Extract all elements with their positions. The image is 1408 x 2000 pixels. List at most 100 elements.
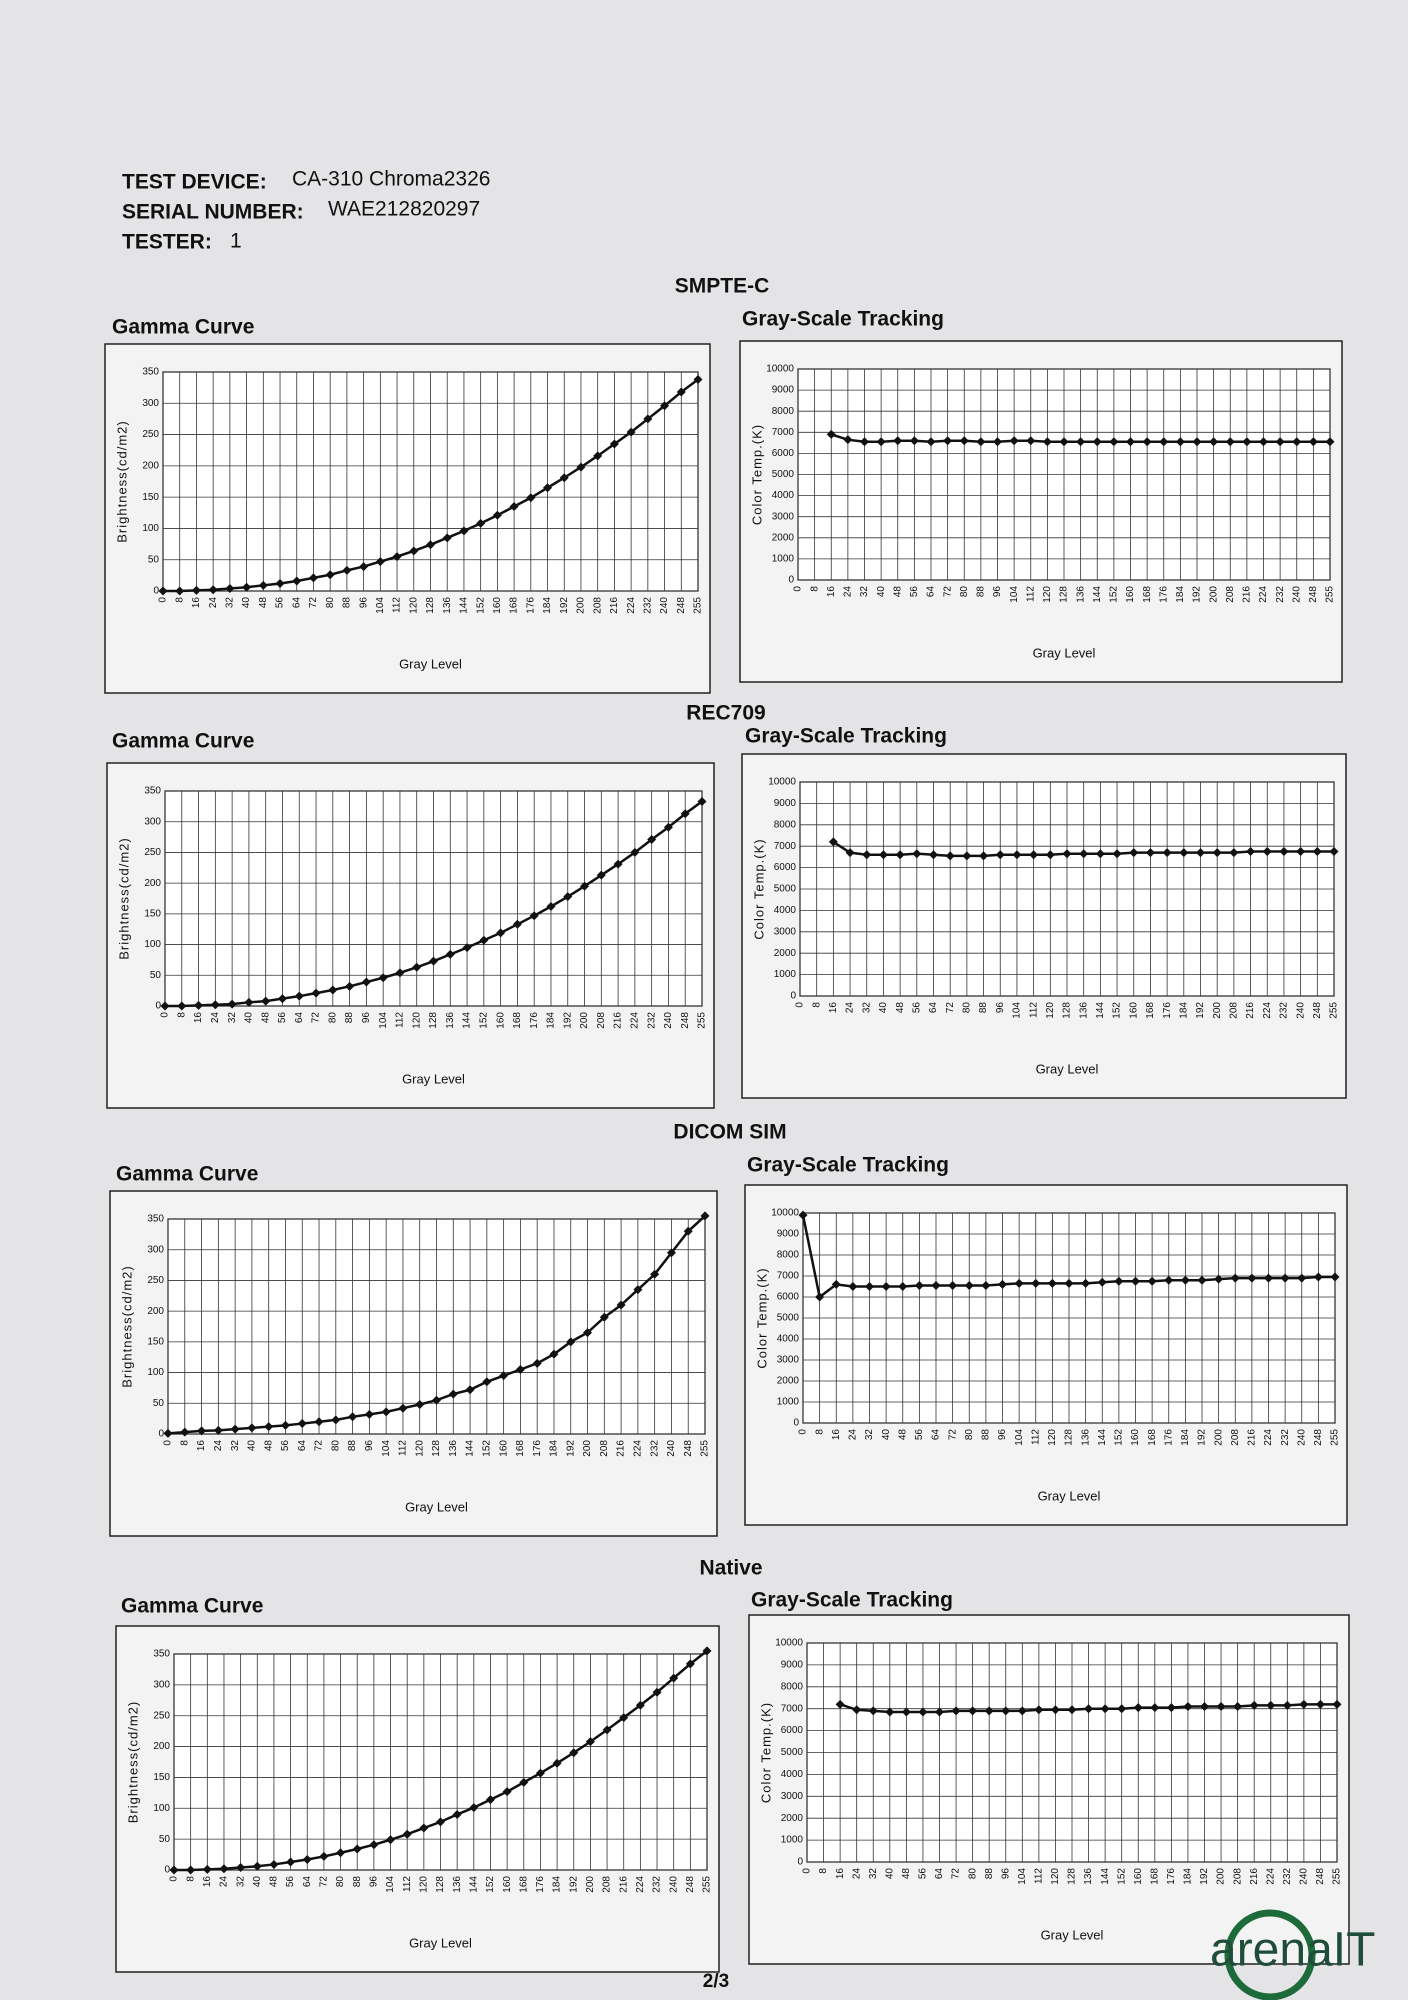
x-tick-label: 176 xyxy=(525,597,536,614)
data-point xyxy=(619,1713,629,1723)
x-tick-label: 248 xyxy=(683,1440,694,1457)
x-tick-label: 48 xyxy=(269,1876,280,1888)
x-tick-label: 112 xyxy=(392,597,403,613)
x-tick-label: 160 xyxy=(1128,1002,1139,1019)
y-tick-label: 3000 xyxy=(774,926,797,937)
data-point xyxy=(1150,1703,1160,1713)
y-tick-label: 50 xyxy=(150,970,162,981)
x-tick-label: 176 xyxy=(535,1876,546,1893)
data-point xyxy=(1142,437,1152,447)
x-tick-label: 56 xyxy=(285,1876,296,1888)
data-point xyxy=(448,1389,458,1399)
data-point xyxy=(1216,1702,1226,1712)
data-point xyxy=(191,585,201,595)
data-point xyxy=(1180,1275,1190,1285)
y-tick-label: 300 xyxy=(153,1679,170,1690)
x-tick-label: 88 xyxy=(984,1868,995,1880)
x-tick-label: 208 xyxy=(1225,586,1236,603)
x-tick-label: 0 xyxy=(802,1868,813,1874)
x-tick-label: 104 xyxy=(378,1012,389,1029)
data-point xyxy=(943,436,953,446)
y-tick-label: 3000 xyxy=(777,1355,800,1366)
data-point xyxy=(1131,1276,1140,1286)
data-point xyxy=(1249,1700,1259,1710)
x-tick-label: 72 xyxy=(314,1440,325,1452)
x-axis-label: Gray Level xyxy=(1041,1927,1104,1942)
x-tick-label: 232 xyxy=(649,1440,660,1457)
x-tick-label: 40 xyxy=(881,1429,892,1441)
x-tick-label: 48 xyxy=(260,1012,271,1024)
x-tick-label: 144 xyxy=(462,1012,473,1029)
data-point xyxy=(395,968,405,978)
x-tick-label: 104 xyxy=(1012,1002,1023,1019)
x-tick-label: 216 xyxy=(618,1876,629,1893)
data-point xyxy=(685,1659,695,1669)
y-tick-label: 6000 xyxy=(777,1292,800,1303)
x-tick-label: 40 xyxy=(878,1002,889,1014)
x-tick-label: 80 xyxy=(335,1876,346,1888)
x-tick-label: 192 xyxy=(565,1440,576,1457)
data-point xyxy=(499,1371,509,1381)
x-tick-label: 160 xyxy=(1133,1868,1144,1885)
data-point xyxy=(1308,437,1318,447)
y-tick-label: 7000 xyxy=(774,841,797,852)
y-tick-label: 10000 xyxy=(775,1638,803,1649)
x-tick-label: 192 xyxy=(1199,1868,1210,1885)
x-tick-label: 0 xyxy=(798,1429,809,1435)
x-axis-label: Gray Level xyxy=(1033,645,1096,660)
data-point xyxy=(895,850,905,860)
y-tick-label: 1000 xyxy=(781,1835,804,1846)
data-point xyxy=(876,437,886,447)
y-tick-label: 100 xyxy=(142,523,159,534)
logo-ring xyxy=(1224,1909,1316,2000)
y-axis-label: Brightness(cd/m2) xyxy=(125,1701,140,1823)
x-tick-label: 64 xyxy=(302,1876,313,1888)
data-point xyxy=(294,991,304,1001)
y-tick-label: 3000 xyxy=(781,1791,804,1802)
y-tick-label: 350 xyxy=(147,1214,164,1225)
data-point xyxy=(984,1706,994,1716)
x-tick-label: 48 xyxy=(263,1440,274,1452)
x-tick-label: 224 xyxy=(1258,586,1269,603)
data-point xyxy=(419,1823,429,1833)
x-tick-label: 200 xyxy=(579,1012,590,1029)
x-tick-label: 152 xyxy=(1112,1002,1123,1019)
x-tick-label: 104 xyxy=(1014,1429,1025,1446)
x-tick-label: 200 xyxy=(1216,1868,1227,1885)
data-point xyxy=(669,1673,679,1683)
y-axis-label: Brightness(cd/m2) xyxy=(119,1265,134,1387)
y-tick-label: 6000 xyxy=(774,862,797,873)
x-tick-label: 200 xyxy=(576,597,587,614)
data-point xyxy=(175,586,185,596)
y-tick-label: 300 xyxy=(147,1244,164,1255)
data-point xyxy=(546,901,556,911)
data-point xyxy=(968,1706,978,1716)
x-tick-label: 64 xyxy=(297,1440,308,1452)
x-tick-label: 120 xyxy=(411,1012,422,1029)
x-tick-label: 80 xyxy=(964,1429,975,1441)
y-tick-label: 6000 xyxy=(781,1725,804,1736)
data-point xyxy=(1001,1706,1011,1716)
data-point xyxy=(1114,1276,1124,1286)
x-tick-label: 192 xyxy=(562,1012,573,1029)
data-point xyxy=(1076,437,1086,447)
data-point xyxy=(626,427,636,437)
x-tick-label: 80 xyxy=(327,1012,338,1024)
data-point xyxy=(1095,849,1105,859)
data-point xyxy=(225,583,235,593)
data-point xyxy=(1159,437,1169,447)
section-title: DICOM SIM xyxy=(673,1121,786,1144)
y-tick-label: 8000 xyxy=(777,1250,800,1261)
data-point xyxy=(202,1864,212,1874)
data-point xyxy=(563,892,573,902)
x-tick-label: 208 xyxy=(596,1012,607,1029)
x-tick-label: 104 xyxy=(385,1876,396,1893)
x-tick-label: 200 xyxy=(1213,1429,1224,1446)
data-point xyxy=(1147,1276,1157,1286)
x-tick-label: 144 xyxy=(465,1440,476,1457)
x-tick-label: 16 xyxy=(831,1429,842,1441)
data-point xyxy=(492,510,502,520)
x-tick-label: 0 xyxy=(795,1002,806,1008)
x-tick-label: 128 xyxy=(1062,1002,1073,1019)
data-point xyxy=(1100,1704,1110,1714)
